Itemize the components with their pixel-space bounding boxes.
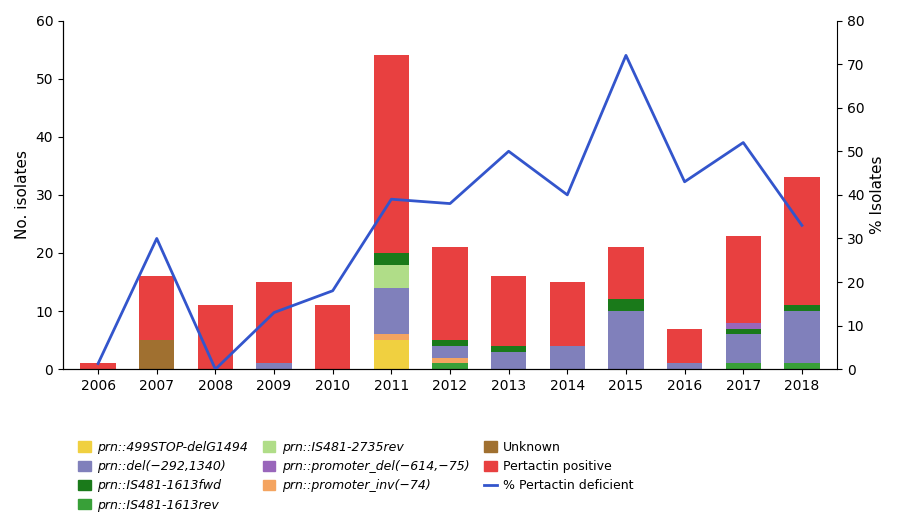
- Y-axis label: No. isolates: No. isolates: [15, 150, 30, 240]
- Bar: [256, 363, 292, 369]
- Bar: [374, 340, 409, 369]
- Bar: [725, 235, 760, 323]
- Bar: [725, 328, 760, 334]
- Bar: [80, 363, 116, 369]
- Bar: [608, 311, 644, 369]
- Bar: [667, 328, 702, 363]
- Bar: [374, 253, 409, 265]
- Legend: prn::499STOP-delG1494, prn::del(−292,1340), prn::IS481-1613fwd, prn::IS481-1613r: prn::499STOP-delG1494, prn::del(−292,134…: [78, 441, 634, 511]
- Bar: [432, 346, 468, 358]
- Bar: [725, 323, 760, 328]
- Bar: [256, 282, 292, 363]
- Bar: [140, 340, 175, 369]
- Bar: [374, 265, 409, 288]
- Bar: [432, 247, 468, 340]
- Bar: [432, 358, 468, 363]
- Bar: [374, 334, 409, 340]
- Bar: [432, 363, 468, 369]
- Bar: [432, 340, 468, 346]
- Bar: [608, 300, 644, 311]
- Bar: [608, 247, 644, 300]
- Bar: [550, 346, 585, 369]
- Bar: [374, 288, 409, 334]
- Bar: [725, 363, 760, 369]
- Bar: [667, 363, 702, 369]
- Bar: [725, 334, 760, 363]
- Bar: [784, 311, 820, 363]
- Y-axis label: % Isolates: % Isolates: [870, 156, 885, 234]
- Bar: [491, 276, 526, 346]
- Bar: [784, 363, 820, 369]
- Bar: [491, 346, 526, 352]
- Bar: [784, 305, 820, 311]
- Bar: [140, 276, 175, 340]
- Bar: [550, 282, 585, 346]
- Bar: [491, 352, 526, 369]
- Bar: [315, 305, 350, 369]
- Bar: [784, 177, 820, 305]
- Bar: [374, 55, 409, 253]
- Bar: [198, 305, 233, 369]
